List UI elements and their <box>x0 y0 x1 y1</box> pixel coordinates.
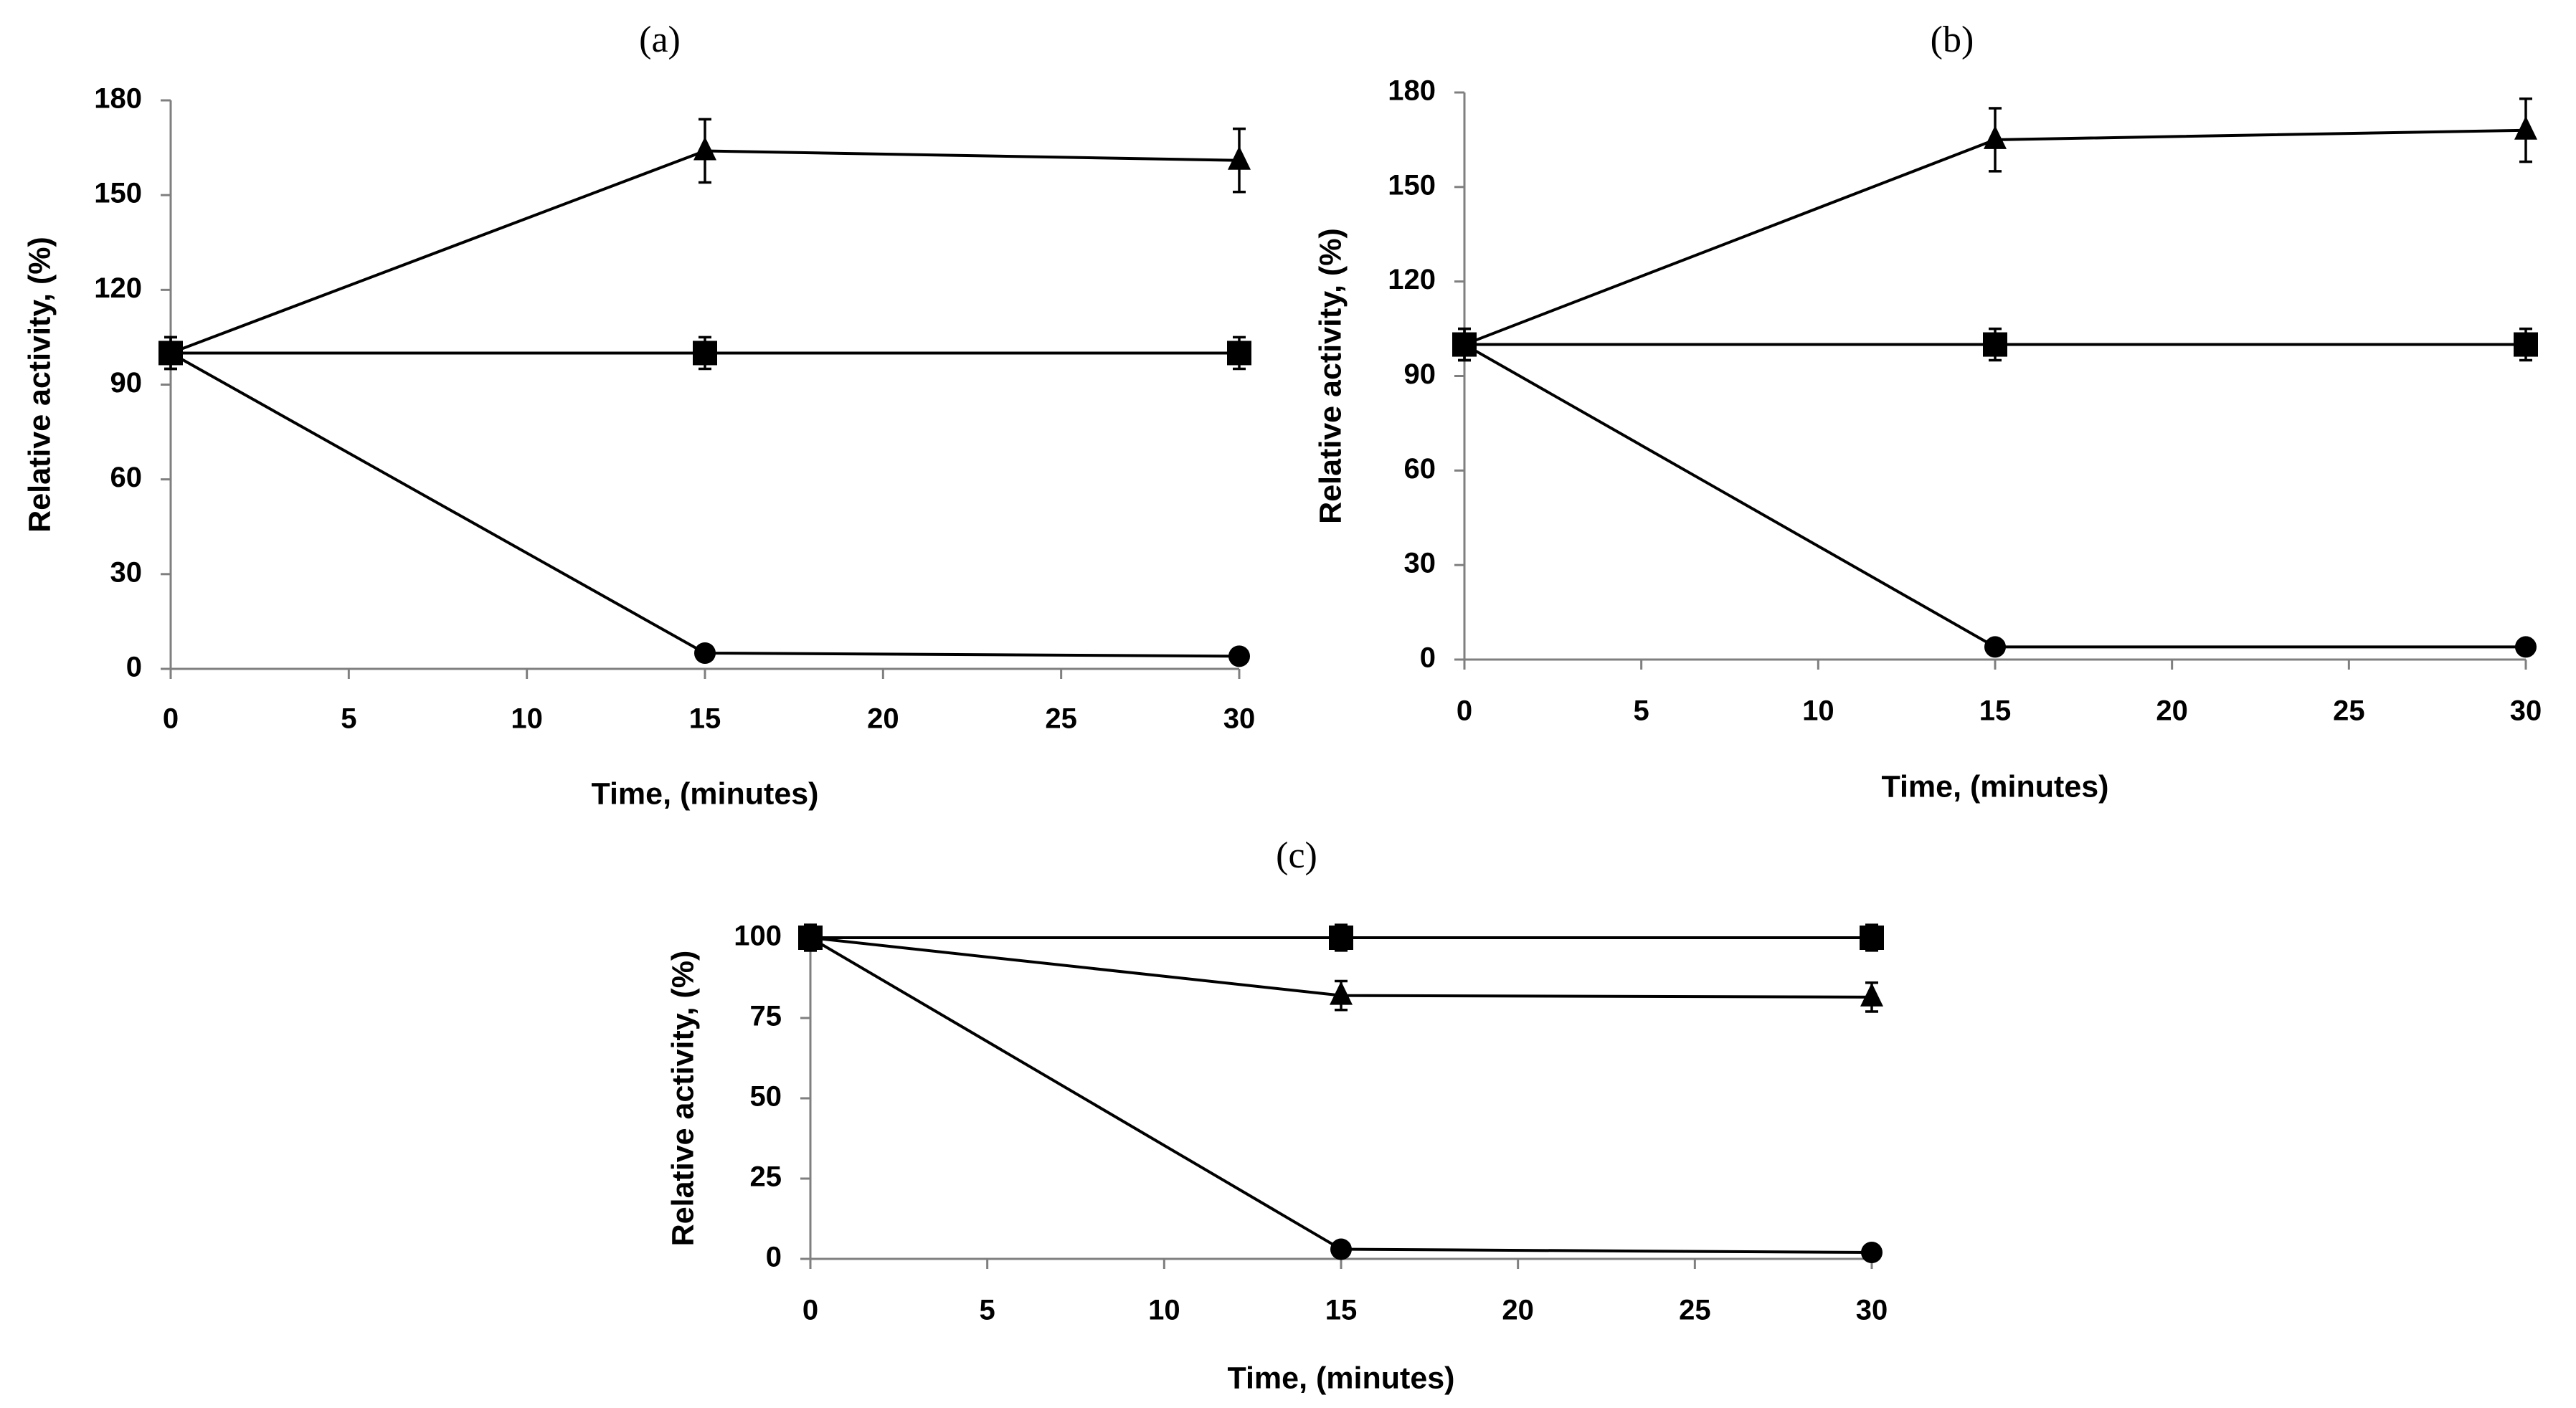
x-tick-label: 25 <box>2333 695 2365 727</box>
x-tick-label: 25 <box>1045 703 1077 735</box>
data-point-square <box>693 341 717 366</box>
x-tick-label: 20 <box>2156 695 2188 727</box>
series-line-circle <box>1464 343 2526 649</box>
data-point-square <box>1860 926 1884 950</box>
y-tick-label: 60 <box>1404 453 1436 485</box>
y-tick-label: 0 <box>766 1242 782 1273</box>
y-tick-label: 100 <box>734 921 782 952</box>
y-axis-title: Relative activity, (%) <box>22 237 57 533</box>
y-tick-label: 150 <box>1388 169 1436 201</box>
panel-label: (b) <box>1931 19 1974 60</box>
data-point-circle <box>160 342 181 364</box>
y-tick-label: 25 <box>750 1161 782 1193</box>
y-tick-label: 120 <box>1388 264 1436 295</box>
x-tick-label: 15 <box>1979 695 2012 727</box>
data-point-triangle <box>1860 982 1883 1007</box>
y-tick-label: 30 <box>1404 548 1436 579</box>
x-axis-title: Time, (minutes) <box>592 776 819 811</box>
y-tick-label: 150 <box>94 178 142 209</box>
y-axis-title: Relative activity, (%) <box>666 951 700 1247</box>
x-tick-label: 15 <box>1325 1295 1358 1326</box>
data-point-circle <box>1228 645 1250 667</box>
data-point-circle <box>1330 1238 1352 1260</box>
y-tick-label: 0 <box>1420 642 1436 674</box>
chart-panel-c: (c) 0 25 50 75 100 0 5 10 15 20 25 30 Time, (minutes)… <box>666 835 1888 1395</box>
x-tick-label: 10 <box>1148 1295 1180 1326</box>
data-point-circle <box>1454 333 1475 356</box>
y-tick-label: 75 <box>750 1001 782 1032</box>
y-tick-label: 50 <box>750 1081 782 1113</box>
data-point-triangle <box>693 136 716 161</box>
data-point-circle <box>800 927 821 948</box>
data-point-triangle <box>2514 115 2537 140</box>
series-circle <box>1454 333 2537 658</box>
y-tick-label: 90 <box>1404 358 1436 390</box>
data-point-triangle <box>1330 981 1353 1005</box>
x-axis-title: Time, (minutes) <box>1882 769 2109 804</box>
x-tick-label: 0 <box>163 703 179 735</box>
y-axis-title: Relative activity, (%) <box>1313 228 1348 524</box>
series-triangle <box>1453 97 2537 362</box>
x-tick-label: 10 <box>1802 695 1834 727</box>
panel-label: (c) <box>1276 835 1317 876</box>
series-square <box>798 923 1884 952</box>
x-tick-label: 20 <box>1502 1295 1534 1326</box>
x-tick-label: 30 <box>1223 703 1256 735</box>
data-point-square <box>1227 341 1251 366</box>
x-tick-label: 15 <box>689 703 721 735</box>
y-tick-label: 30 <box>110 556 143 588</box>
y-tick-label: 90 <box>110 367 143 399</box>
x-tick-label: 0 <box>802 1295 818 1326</box>
x-tick-label: 25 <box>1679 1295 1711 1326</box>
data-point-triangle <box>1984 125 2007 149</box>
x-tick-label: 5 <box>980 1295 995 1326</box>
x-tick-label: 30 <box>1856 1295 1888 1326</box>
y-tick-label: 60 <box>110 462 143 493</box>
y-tick-label: 180 <box>1388 75 1436 107</box>
chart-panel-a: (a) 0 30 60 90 120 150 180 0 5 10 15 20 25 30 Time, (mi… <box>22 19 1255 811</box>
y-tick-label: 120 <box>94 272 142 304</box>
data-point-circle <box>1984 636 2006 658</box>
x-tick-label: 5 <box>341 703 356 735</box>
x-tick-label: 20 <box>867 703 899 735</box>
data-point-square <box>1983 332 2007 357</box>
panel-label: (a) <box>639 19 681 60</box>
series-circle <box>160 342 1250 667</box>
data-point-square <box>1329 926 1353 950</box>
data-point-circle <box>694 642 716 664</box>
series-circle <box>800 927 1883 1264</box>
x-tick-label: 5 <box>1634 695 1649 727</box>
data-point-circle <box>1861 1242 1883 1264</box>
y-tick-label: 0 <box>126 652 142 683</box>
chart-panel-b: (b) 0 30 60 90 120 150 180 0 5 10 15 20 25 30 Time, (mi… <box>1313 19 2542 804</box>
series-square <box>158 336 1251 371</box>
data-point-circle <box>2515 636 2537 658</box>
x-axis-title: Time, (minutes) <box>1228 1361 1455 1395</box>
x-tick-label: 0 <box>1457 695 1472 727</box>
data-point-triangle <box>1228 146 1251 170</box>
x-tick-label: 30 <box>2510 695 2542 727</box>
data-point-square <box>2514 332 2538 357</box>
series-line-circle <box>170 351 1240 658</box>
x-tick-label: 10 <box>511 703 543 735</box>
series-square <box>1452 327 2538 362</box>
y-tick-label: 180 <box>94 83 142 115</box>
series-triangle <box>159 118 1251 371</box>
